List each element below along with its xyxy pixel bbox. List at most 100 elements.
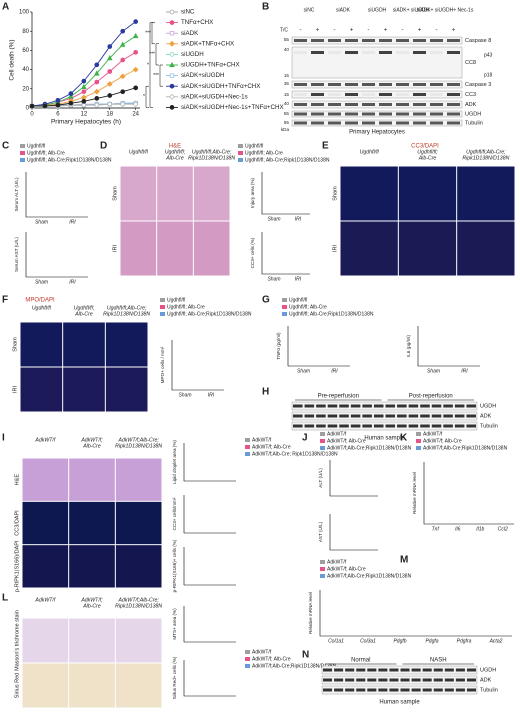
legend-swatch <box>245 445 250 449</box>
band-label: UGDH <box>465 111 481 117</box>
band <box>345 93 358 96</box>
band <box>408 404 419 408</box>
y-axis-label: Sirius Red+ cells (%) <box>172 656 177 699</box>
legend-swatch <box>320 432 325 436</box>
band <box>328 93 341 96</box>
significance-label: * <box>143 94 145 100</box>
band <box>389 688 399 692</box>
legend-marker <box>169 40 175 47</box>
sign: + <box>316 28 320 34</box>
x-category-label: Pdgfb <box>393 638 406 644</box>
y-axis-label: Lipid droplet area (%) <box>172 440 177 484</box>
band <box>466 688 476 692</box>
micrograph <box>115 458 162 501</box>
x-category-label: IRI <box>69 279 76 285</box>
band <box>311 103 324 106</box>
panel-letter: I <box>2 433 5 444</box>
legend-swatch <box>160 298 165 302</box>
band <box>345 668 355 672</box>
data-point <box>81 78 87 84</box>
band <box>345 688 355 692</box>
legend-swatch <box>245 650 250 654</box>
band <box>362 39 375 42</box>
band <box>328 83 341 86</box>
data-point <box>94 79 100 85</box>
band <box>334 688 344 692</box>
sign: + <box>452 28 456 34</box>
band <box>304 404 315 408</box>
band <box>362 112 375 116</box>
y-axis-label: Relative mRNA level <box>308 592 313 634</box>
x-category-label: Sham <box>178 392 191 398</box>
band <box>454 404 465 408</box>
data-point <box>132 66 139 73</box>
band <box>345 112 358 116</box>
row-label: Masson's trichrome stain <box>14 610 20 671</box>
y-tick-label: 40 <box>22 67 29 73</box>
band <box>328 112 341 116</box>
x-category-label: Il1b <box>476 526 484 532</box>
legend-swatch <box>416 432 421 436</box>
band <box>400 678 410 682</box>
sign: - <box>334 28 336 34</box>
band <box>420 404 430 408</box>
band <box>400 688 410 692</box>
data-point <box>120 57 126 63</box>
band <box>378 668 388 672</box>
band <box>362 121 375 125</box>
column-label: Ripk1D138N/D138N <box>115 443 162 449</box>
band <box>466 668 476 672</box>
band <box>433 678 443 682</box>
sign: - <box>368 28 370 34</box>
legend-swatch <box>245 664 250 668</box>
legend-swatch <box>282 312 287 316</box>
band <box>447 121 460 125</box>
x-category-label: Sham <box>267 216 280 222</box>
band <box>334 668 344 672</box>
legend-marker <box>169 20 175 25</box>
significance-label: * <box>147 62 149 68</box>
legend-swatch <box>160 305 165 309</box>
row-label: Sham <box>332 186 338 201</box>
legend-swatch <box>320 574 325 578</box>
band <box>350 404 361 408</box>
significance-bracket <box>149 22 153 108</box>
data-point <box>107 69 113 74</box>
micrograph <box>398 221 457 276</box>
band <box>294 93 307 96</box>
band <box>454 414 465 418</box>
data-point <box>133 49 139 55</box>
band <box>328 103 341 106</box>
micrograph <box>120 221 157 276</box>
band <box>389 678 399 682</box>
data-point <box>107 44 113 49</box>
row-label: p-RIPK1(S166)/DAPI <box>14 540 20 592</box>
legend-marker <box>169 31 175 36</box>
column-label: Alb-Cre <box>82 443 101 449</box>
micrograph <box>69 458 115 501</box>
band <box>362 404 372 408</box>
significance-bracket <box>155 43 159 66</box>
column-label: Ripk1D138N/D138N <box>462 155 509 161</box>
sign: + <box>350 28 354 34</box>
band <box>433 688 443 692</box>
micrograph <box>22 458 69 501</box>
band <box>316 414 326 418</box>
lane-label: siADK+ siUGDH+ Nec-1s <box>417 7 474 13</box>
legend-label: siADK+siUGDH <box>181 72 225 79</box>
legend-swatch <box>238 158 243 162</box>
band <box>422 668 432 672</box>
column-label: AdkWT/f;Alb-Cre; <box>117 597 159 603</box>
blot <box>321 685 478 695</box>
blot <box>321 675 478 685</box>
legend-label: AdkWT/f; Alb-Cre <box>252 444 291 450</box>
band <box>356 678 366 682</box>
blot <box>291 100 463 109</box>
band <box>311 83 324 86</box>
band <box>396 39 409 42</box>
band <box>378 678 388 682</box>
column-label: Ugdhfl/fl;Alb-Cre; <box>466 149 506 155</box>
legend-swatch <box>320 567 325 571</box>
band <box>455 668 465 672</box>
legend-label: siADK+TNFα+CHX <box>181 40 234 47</box>
